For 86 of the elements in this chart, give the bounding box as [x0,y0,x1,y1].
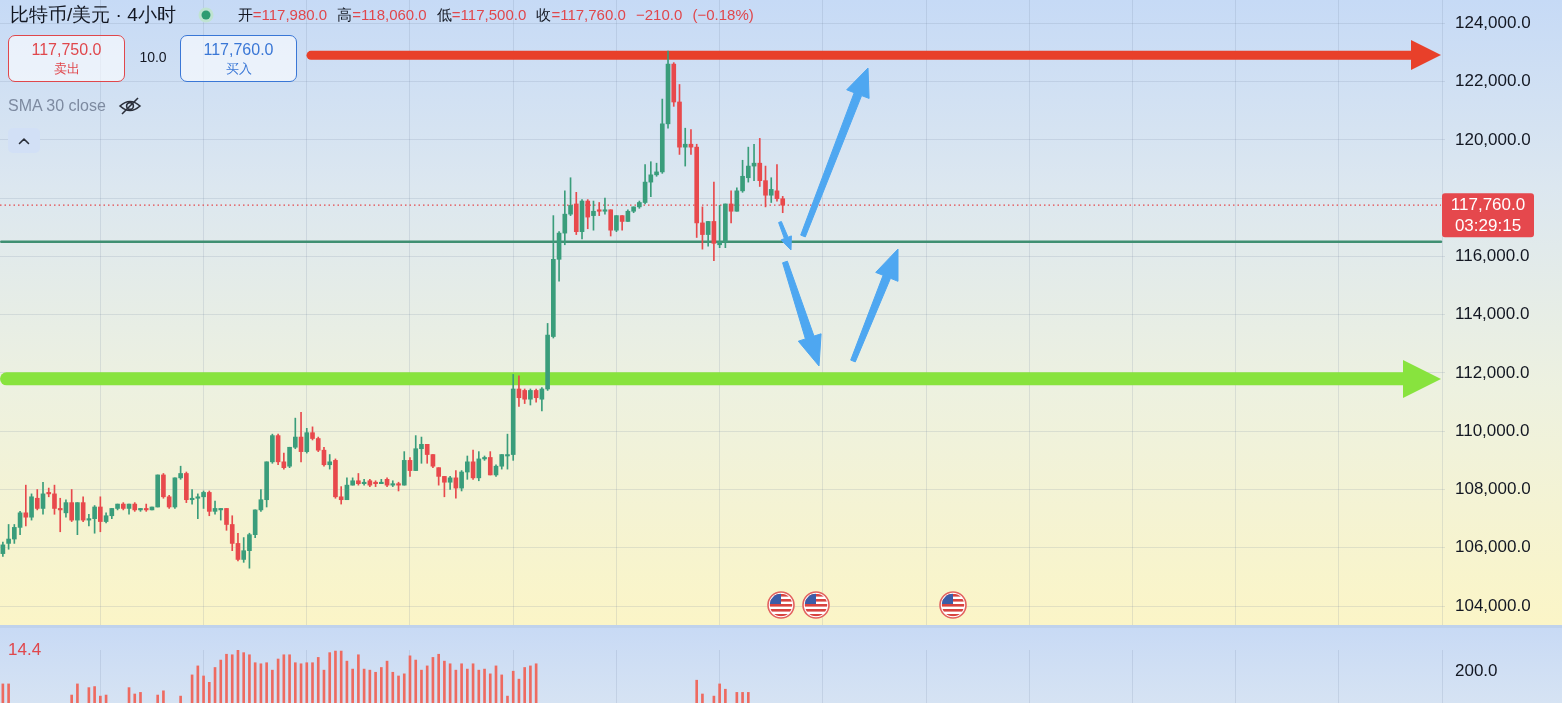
annotation: 10.0 [138,49,168,65]
text: 200.0 [1455,661,1498,681]
bar [414,659,418,703]
bar [357,654,360,703]
bar [99,695,102,703]
bar [488,673,492,703]
annotation: 14.4 [8,640,42,660]
annotation: SMA 30 close [8,97,106,115]
bar [695,679,699,703]
bar [391,671,395,703]
annotation: 117,750.0 [30,41,103,59]
bar [133,693,137,703]
bar [402,673,406,703]
bar [230,654,234,703]
bar [139,692,142,703]
bar [305,662,309,703]
candlestick [596,202,602,216]
bar [425,665,429,703]
bar [339,650,343,703]
candlestick [23,484,29,527]
bar [265,662,268,703]
bar [70,694,74,703]
bar [746,692,750,703]
bar [701,693,704,703]
bar [207,682,211,703]
bar [179,695,182,703]
bar [328,652,332,703]
y-tick-label: 114,000.0 [1455,304,1530,324]
bar [724,688,727,703]
bar [219,659,223,703]
annotation: 117,760.0 [202,41,275,59]
y-tick-label: 120,000.0 [1455,129,1531,149]
y-tick-label: 116,000.0 [1455,246,1530,266]
bar [466,668,469,703]
candlestick [390,480,396,487]
y-tick-label: 104,000.0 [1455,595,1531,615]
candlestick [768,177,774,203]
bar [500,674,504,703]
bar [293,662,297,703]
bar [374,671,377,703]
y-tick-label: 110,000.0 [1455,420,1530,440]
bar [379,667,383,703]
buy-button: 117,760.0 买入 [180,35,297,82]
chart-subtitle: 开=117,980.0 高=118,060.0 低=117,500.0 收=117,760.0 −210.0 (−0.18%) [237,5,754,25]
bar [93,686,96,703]
bar [271,669,274,703]
bar [162,690,165,703]
bar [7,683,10,703]
annotation: 卖出 [52,61,81,77]
bar [483,668,486,703]
bar [311,662,314,703]
bar [248,654,251,703]
text: 03:29:15 [1454,215,1522,235]
annotation: 买入 [224,61,253,77]
y-tick-label: 124,000.0 [1455,13,1531,32]
y-tick-label: 122,000.0 [1455,71,1531,91]
bar [511,670,515,703]
bar [242,652,246,703]
y-tick-label: 108,000.0 [1455,479,1531,499]
bar [225,653,228,703]
bar [202,675,205,703]
candlestick [602,197,608,215]
bar [741,692,744,703]
bar [196,665,200,703]
bar [288,654,291,703]
bar [397,675,400,703]
bar [718,683,721,703]
bar [420,669,423,703]
bar [156,694,160,703]
bar [443,660,446,703]
ref-line-label: 117,760.0 [1450,194,1526,214]
sell-button: 117,750.0 卖出 [8,35,125,82]
bar [529,665,532,703]
bar [76,683,79,703]
y-tick-label: 106,000.0 [1455,537,1531,557]
bar [351,668,354,703]
chart-title: 比特币/美元 · 4小时 [10,3,176,27]
bar [506,695,509,703]
bar [460,663,463,703]
bar [477,669,481,703]
bar [334,650,337,703]
bar [316,657,320,703]
bar [437,653,440,703]
bar [523,667,526,703]
candlestick [143,503,149,512]
y-tick-label: 112,000.0 [1455,362,1530,382]
